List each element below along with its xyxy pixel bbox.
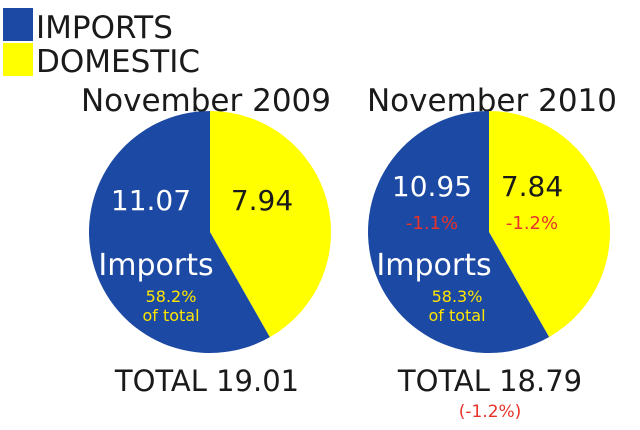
slice-2010-domestic — [489, 111, 611, 338]
value-label-2009-imports: 11.07 — [111, 184, 191, 217]
slice-2009-imports — [88, 110, 270, 353]
share-pct-2009: 58.2% — [146, 287, 197, 306]
total-label-2009: TOTAL 19.01 — [114, 364, 299, 398]
value-label-2010-domestic: 7.84 — [501, 170, 563, 203]
share-note-2010: of total — [428, 306, 485, 325]
value-label-2010-imports: 10.95 — [392, 170, 472, 203]
legend-label-domestic: DOMESTIC — [36, 44, 200, 80]
slice-name-2010: Imports — [376, 248, 491, 283]
pie-2009: November 2009 11.07 7.94 Imports 58.2% o… — [81, 83, 331, 398]
legend-label-imports: IMPORTS — [36, 10, 173, 46]
legend: IMPORTS DOMESTIC — [3, 8, 200, 80]
total-label-2010: TOTAL 18.79 — [397, 364, 582, 398]
pie-2010: November 2010 10.95 -1.1% 7.84 -1.2% Imp… — [367, 83, 617, 422]
slice-name-2009: Imports — [98, 248, 213, 283]
share-note-2009: of total — [142, 306, 199, 325]
value-label-2009-domestic: 7.94 — [231, 184, 293, 217]
share-pct-2010: 58.3% — [432, 287, 483, 306]
change-label-2010-domestic: -1.2% — [506, 213, 558, 234]
slice-2010-imports — [368, 111, 550, 353]
legend-swatch-domestic — [3, 43, 33, 76]
change-label-2010-imports: -1.1% — [406, 213, 458, 234]
legend-swatch-imports — [3, 8, 33, 41]
slice-2009-domestic — [210, 111, 331, 338]
total-change-2010: (-1.2%) — [459, 402, 522, 422]
